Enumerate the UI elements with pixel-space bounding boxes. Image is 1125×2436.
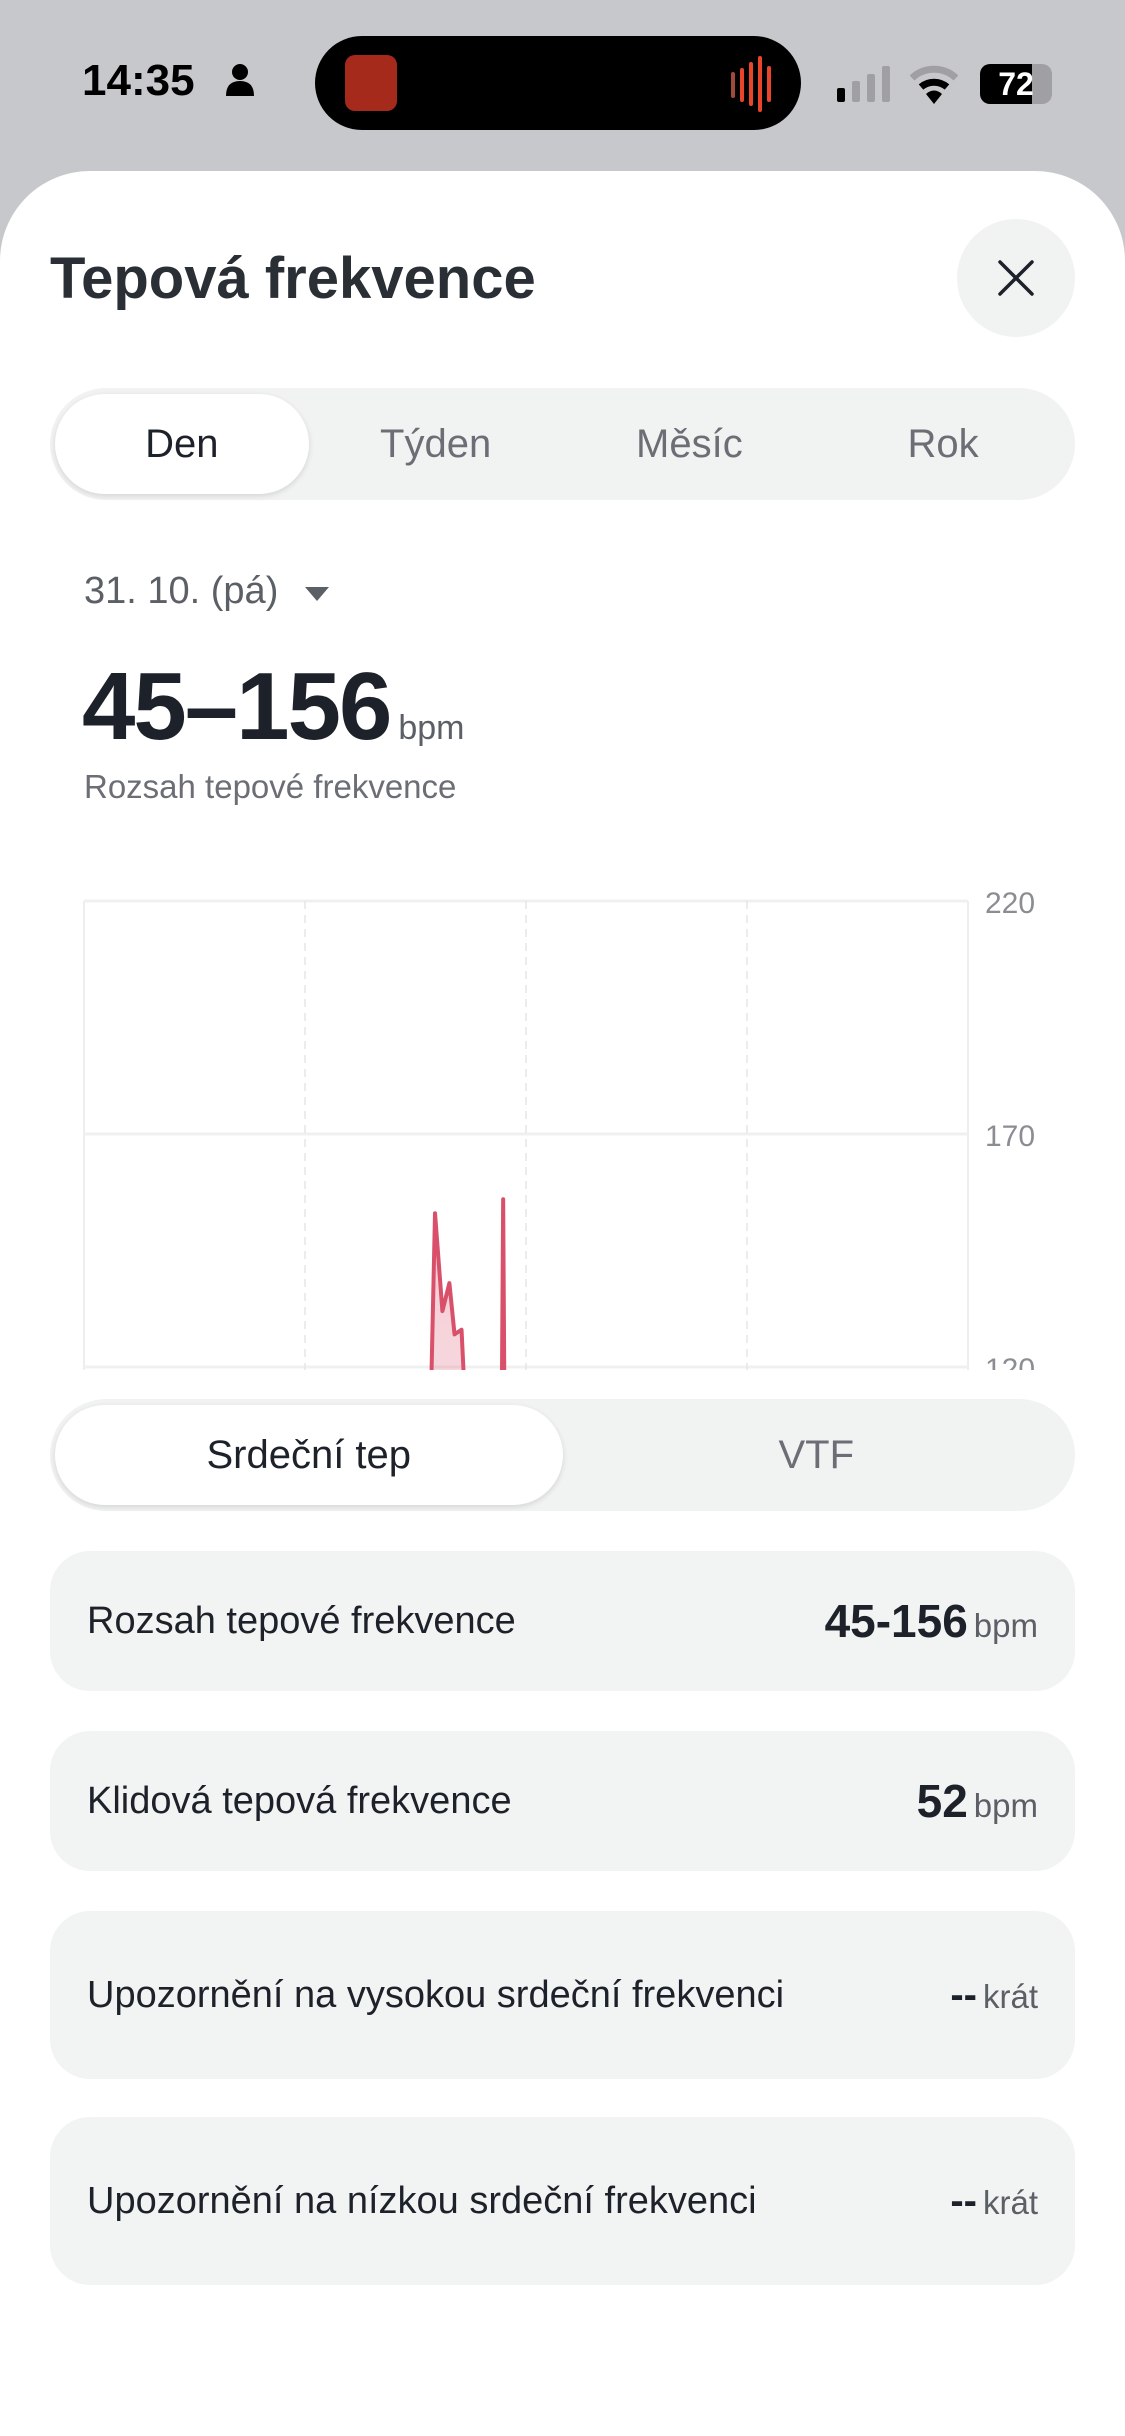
- summary-value: 45–156 bpm: [82, 652, 464, 762]
- card-resting[interactable]: Klidová tepová frekvence 52 bpm: [50, 1731, 1075, 1871]
- card-value: -- krát: [950, 1972, 1038, 2017]
- card-label: Upozornění na nízkou srdeční frekvenci: [87, 2180, 757, 2222]
- card-low-alert[interactable]: Upozornění na nízkou srdeční frekvenci -…: [50, 2117, 1075, 2285]
- tab-year[interactable]: Rok: [907, 422, 979, 466]
- heart-rate-area: [502, 1199, 505, 1370]
- heart-rate-area: [431, 1213, 464, 1370]
- person-icon: [226, 64, 254, 96]
- close-icon: [998, 260, 1034, 296]
- heart-rate-line: [500, 1197, 507, 1370]
- summary-range: 45–156: [82, 653, 392, 760]
- page-title: Tepová frekvence: [50, 246, 536, 311]
- date-label: 31. 10. (pá): [84, 570, 279, 612]
- audio-wave-icon: [731, 56, 771, 112]
- summary-label: Rozsah tepové frekvence: [84, 768, 457, 805]
- tab-heart-rate[interactable]: Srdeční tep: [55, 1405, 563, 1505]
- wifi-icon: [910, 65, 958, 104]
- tab-month[interactable]: Měsíc: [636, 422, 743, 466]
- metric-tabs: Srdeční tep VTF: [50, 1399, 1075, 1511]
- tab-day[interactable]: Den: [55, 394, 309, 494]
- card-label: Rozsah tepové frekvence: [87, 1600, 516, 1642]
- heart-rate-chart[interactable]: 22017012070200:006:0012:0018:00: [0, 850, 1125, 1370]
- card-value: 52 bpm: [916, 1775, 1038, 1827]
- caret-down-icon: [304, 587, 329, 601]
- battery-indicator: 72: [980, 64, 1052, 104]
- y-tick-label: 170: [985, 1120, 1035, 1153]
- heart-rate-line: [429, 1211, 466, 1370]
- tab-week[interactable]: Týden: [380, 422, 492, 466]
- summary-unit: bpm: [398, 709, 465, 747]
- app-icon: [345, 55, 397, 111]
- signal-icon: [837, 66, 890, 102]
- date-selector[interactable]: 31. 10. (pá): [84, 570, 329, 613]
- tab-hrv[interactable]: VTF: [778, 1433, 855, 1477]
- status-bar: 14:35 72: [0, 0, 1125, 160]
- card-label: Klidová tepová frekvence: [87, 1780, 512, 1822]
- y-tick-label: 120: [985, 1353, 1035, 1370]
- status-time: 14:35: [82, 56, 195, 105]
- period-tabs: Den Týden Měsíc Rok: [50, 388, 1075, 500]
- dynamic-island: [315, 36, 801, 130]
- card-range[interactable]: Rozsah tepové frekvence 45-156 bpm: [50, 1551, 1075, 1691]
- card-value: 45-156 bpm: [824, 1595, 1038, 1647]
- card-value: -- krát: [950, 2178, 1038, 2223]
- card-high-alert[interactable]: Upozornění na vysokou srdeční frekvenci …: [50, 1911, 1075, 2079]
- card-label: Upozornění na vysokou srdeční frekvenci: [87, 1974, 785, 2016]
- close-button[interactable]: [957, 219, 1075, 337]
- y-tick-label: 220: [985, 887, 1035, 920]
